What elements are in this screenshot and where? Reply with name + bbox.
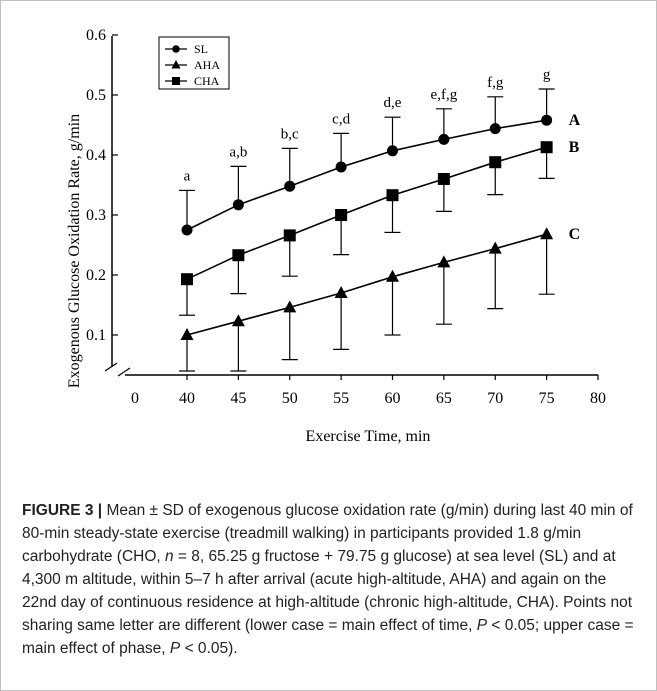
figure-caption: FIGURE 3 | Mean ± SD of exogenous glucos… — [22, 499, 640, 660]
data-point-cha — [541, 141, 553, 153]
phase-letter-aha: C — [569, 226, 581, 243]
legend-marker-square — [172, 77, 180, 85]
series-sl: A — [179, 89, 581, 236]
series-cha: B — [179, 139, 580, 315]
caption-n-symbol: n — [165, 548, 174, 565]
axis-break-mark — [105, 363, 117, 371]
x-tick-label: 80 — [590, 390, 606, 407]
time-significance-label: g — [543, 67, 551, 83]
data-point-cha — [335, 209, 347, 221]
chart: Exogenous Glucose Oxidation Rate, g/min … — [1, 1, 656, 491]
data-point-sl — [438, 134, 449, 145]
data-point-sl — [541, 115, 552, 126]
data-point-cha — [489, 156, 501, 168]
time-significance-label: d,e — [384, 95, 402, 111]
x-tick-label: 40 — [179, 390, 195, 407]
x-tick-label: 70 — [487, 390, 503, 407]
x-tick-label: 50 — [282, 390, 298, 407]
data-point-cha — [438, 173, 450, 185]
series-aha: C — [179, 226, 580, 371]
legend: SL AHA CHA — [159, 37, 229, 89]
legend-marker-circle — [172, 45, 180, 53]
caption-p-symbol: P — [477, 617, 487, 634]
x-tick-label: 60 — [385, 390, 401, 407]
data-point-sl — [182, 225, 193, 236]
data-point-cha — [387, 189, 399, 201]
time-significance-label: f,g — [487, 75, 504, 91]
data-point-sl — [387, 145, 398, 156]
y-axis-title: Exogenous Glucose Oxidation Rate, g/min — [66, 114, 83, 388]
time-significance-label: a,b — [229, 144, 247, 160]
x-tick-label: 75 — [539, 390, 555, 407]
x-tick-label: 65 — [436, 390, 452, 407]
y-tick-label: 0.5 — [86, 87, 106, 104]
y-tick-label: 0.2 — [86, 267, 106, 284]
time-significance-label: a — [184, 168, 191, 184]
series-line-sl — [187, 120, 547, 230]
data-point-cha — [232, 249, 244, 261]
caption-text-4: < 0.05). — [180, 640, 237, 657]
x-tick-label: 0 — [131, 390, 139, 407]
figure-label: FIGURE 3 | — [22, 502, 102, 519]
x-tick-label: 45 — [230, 390, 246, 407]
data-point-cha — [181, 273, 193, 285]
x-tick-label: 55 — [333, 390, 349, 407]
phase-letter-sl: A — [569, 112, 581, 129]
legend-label: SL — [194, 42, 208, 56]
caption-p-symbol: P — [170, 640, 180, 657]
time-significance-label: b,c — [281, 126, 299, 142]
series-layer: A C Ba a,b b,c c,d d,e e,f,g f,g g — [179, 67, 581, 371]
time-significance-label: c,d — [332, 111, 350, 127]
legend-label: CHA — [194, 74, 220, 88]
data-point-sl — [490, 123, 501, 134]
data-point-sl — [336, 162, 347, 173]
data-point-sl — [284, 181, 295, 192]
y-tick-label: 0.6 — [86, 27, 106, 44]
y-tick-label: 0.3 — [86, 207, 106, 224]
y-tick-label: 0.1 — [86, 327, 106, 344]
data-point-aha — [540, 227, 553, 239]
phase-letter-cha: B — [569, 139, 580, 156]
x-axis-title: Exercise Time, min — [306, 428, 431, 445]
data-point-cha — [284, 229, 296, 241]
time-significance-label: e,f,g — [431, 87, 458, 103]
legend-label: AHA — [194, 58, 220, 72]
data-point-sl — [233, 199, 244, 210]
y-tick-label: 0.4 — [86, 147, 106, 164]
